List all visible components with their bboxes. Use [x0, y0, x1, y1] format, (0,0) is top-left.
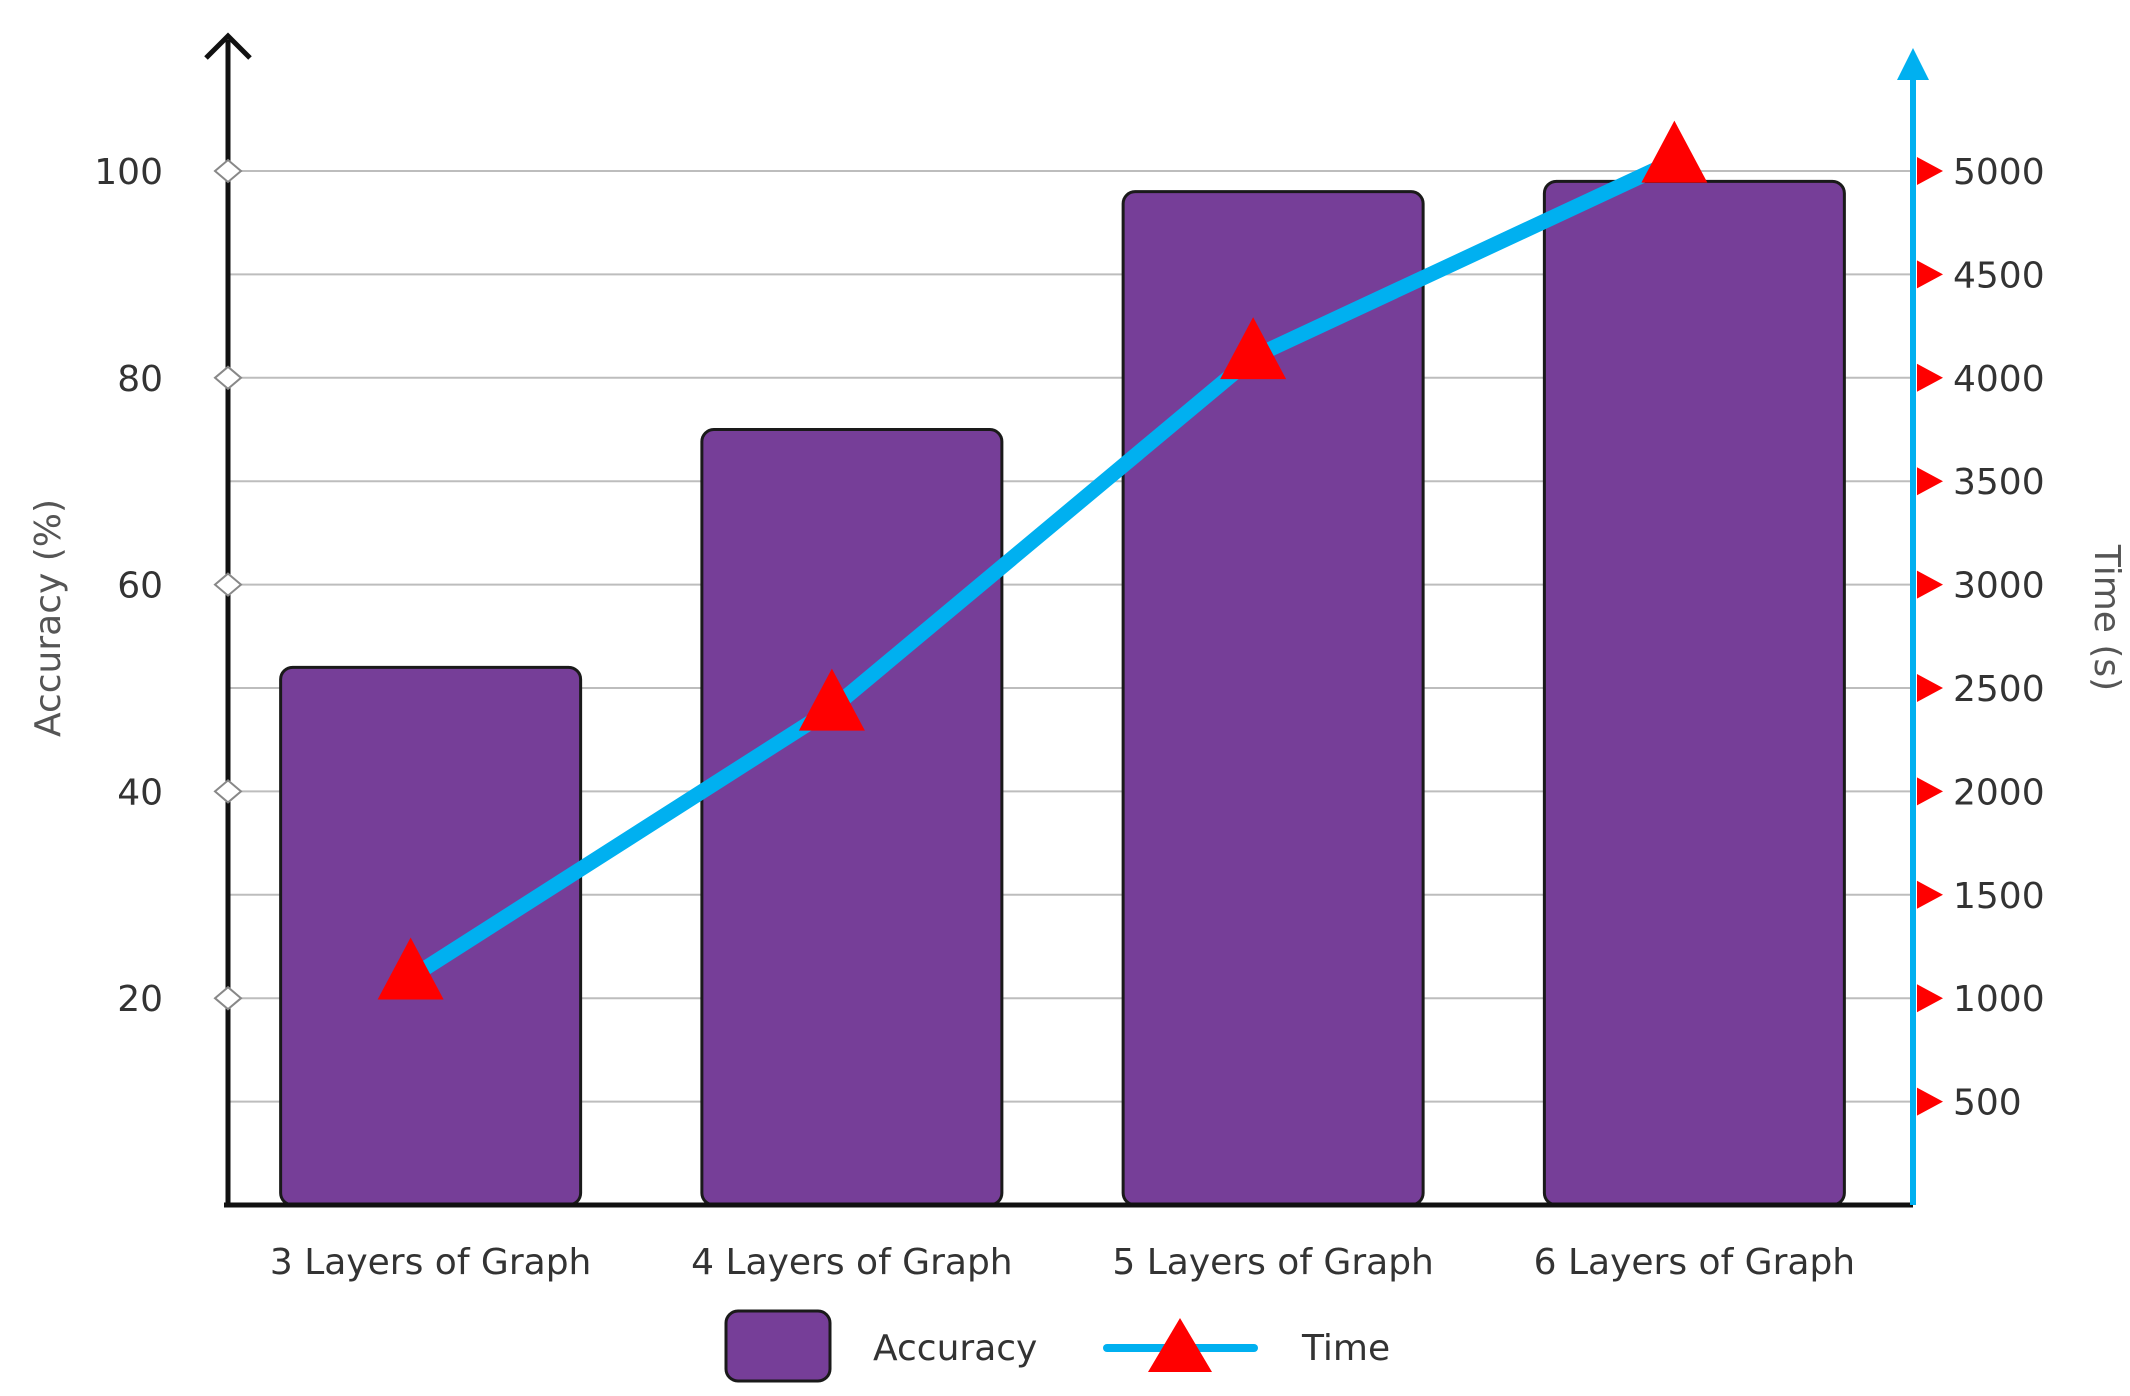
y2-tick-marker [1917, 260, 1943, 289]
y2-tick-label: 500 [1953, 1083, 2022, 1124]
y-tick-label: 80 [117, 359, 163, 400]
time-marker [1641, 120, 1708, 183]
y-axis-arrow [204, 32, 252, 60]
y2-tick-label: 5000 [1953, 152, 2045, 193]
bar [279, 665, 583, 1207]
y2-tick-marker [1917, 777, 1943, 806]
x-tick-label: 4 Layers of Graph [691, 1242, 1013, 1283]
legend-accuracy-label: Accuracy [873, 1328, 1037, 1369]
legend-time-marker [1148, 1318, 1212, 1372]
x-tick-label: 5 Layers of Graph [1112, 1242, 1434, 1283]
y2-tick-marker [1917, 363, 1943, 392]
bars [279, 179, 1846, 1207]
time-line [403, 153, 1682, 986]
legend-accuracy-swatch [724, 1309, 832, 1383]
y2-tick-marker [1917, 984, 1943, 1013]
y2-tick-label: 3000 [1953, 566, 2045, 607]
y2-tick-label: 4000 [1953, 359, 2045, 400]
time-series [377, 120, 1708, 1000]
axes [204, 32, 1929, 1208]
y2-tick-label: 2000 [1953, 772, 2045, 813]
y-tick-label: 60 [117, 566, 163, 607]
category-labels: 3 Layers of Graph 4 Layers of Graph 5 Laye… [270, 1242, 1855, 1283]
y-tick-marker [213, 158, 243, 184]
legend-time-label: Time [1301, 1328, 1390, 1369]
y2-tick-label: 3500 [1953, 462, 2045, 503]
bar [700, 428, 1004, 1207]
time-marker [798, 668, 865, 731]
x-tick-label: 3 Layers of Graph [270, 1242, 592, 1283]
y-tick-marker [213, 985, 243, 1011]
time-marker [1220, 317, 1287, 380]
tick-labels: 20 40 60 80 100 500 1000 1500 2000 2500 3000 3500 40… [94, 152, 2044, 1124]
y2-tick-marker [1917, 157, 1943, 185]
y2-tick-marker [1917, 674, 1943, 702]
y2-tick-marker [1917, 880, 1943, 909]
y-axis-title: Accuracy (%) [28, 499, 69, 737]
y2-axis-arrow [1897, 48, 1929, 80]
x-tick-label: 6 Layers of Graph [1534, 1242, 1856, 1283]
y-tick-marker [213, 572, 243, 597]
y-tick-marker [213, 365, 243, 391]
legend: Accuracy Time [724, 1309, 1390, 1383]
y2-tick-marker [1917, 467, 1943, 496]
y-tick-label: 100 [94, 152, 163, 193]
y-tick-marker [213, 779, 243, 804]
y2-tick-label: 1500 [1953, 876, 2045, 917]
y2-tick-label: 2500 [1953, 669, 2045, 710]
y2-tick-label: 4500 [1953, 255, 2045, 296]
y-tick-label: 40 [117, 772, 163, 813]
time-marker [377, 937, 444, 1000]
y-tick-label: 20 [117, 979, 163, 1020]
y2-tick-label: 1000 [1953, 979, 2045, 1020]
bar [1542, 179, 1846, 1207]
y2-tick-marker [1917, 1087, 1943, 1116]
y2-tick-marker [1917, 570, 1943, 599]
y2-axis-title: Time (s) [2086, 544, 2127, 691]
